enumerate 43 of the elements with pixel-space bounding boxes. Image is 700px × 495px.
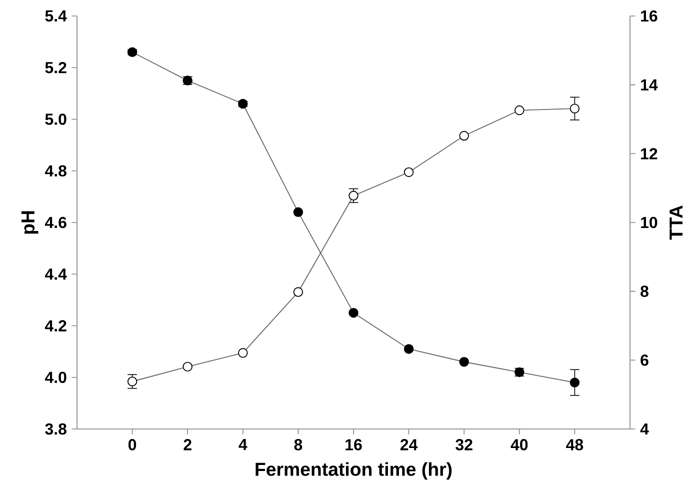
x-tick-label: 2	[184, 439, 192, 450]
point	[238, 348, 248, 358]
point	[182, 362, 192, 372]
point	[293, 207, 304, 218]
x-tick-label: 8	[294, 439, 302, 450]
y2-tick-label: 14	[641, 79, 658, 90]
y2-axis-title: TTA	[670, 206, 683, 240]
x-tick-label: 24	[400, 439, 418, 450]
y-tick-label: 4.4	[44, 268, 67, 280]
point	[127, 376, 138, 386]
point	[348, 190, 358, 201]
y-tick-label: 4.0	[44, 372, 66, 384]
y2-tick-label: 16	[641, 10, 658, 22]
y-tick-label: 5.0	[45, 114, 66, 125]
point	[514, 105, 524, 116]
y2-tick-label: 8	[640, 286, 648, 297]
y2-tick-label: 6	[640, 354, 648, 366]
x-axis-title: Fermentation time (hr)	[256, 462, 452, 480]
y2-tick-label: 12	[641, 148, 658, 160]
x-tick-label: 16	[346, 439, 362, 450]
y-tick-label: 3.8	[45, 423, 66, 435]
point	[293, 287, 304, 297]
y-axis-title: pH	[22, 211, 38, 234]
y-tick-label: 4.6	[44, 216, 66, 228]
y2-tick-label: 10	[641, 216, 658, 228]
point	[459, 357, 469, 367]
point	[570, 378, 580, 388]
point	[404, 167, 414, 178]
point	[459, 130, 469, 141]
x-tick-label: 32	[456, 439, 472, 450]
x-tick-label: 4	[238, 439, 248, 450]
y-tick-label: 5.4	[45, 10, 67, 22]
y-tick-label: 5.2	[45, 62, 66, 74]
y2-tick-label: 4	[640, 423, 649, 434]
x-tick-label: 48	[566, 439, 584, 450]
point	[570, 104, 580, 114]
point	[348, 308, 358, 318]
point	[404, 344, 414, 354]
y-tick-label: 4.2	[44, 320, 66, 332]
point	[238, 98, 248, 109]
x-tick-label: 0	[128, 439, 136, 450]
x-tick-label: 40	[510, 439, 528, 450]
y-tick-label: 4.8	[44, 165, 66, 177]
